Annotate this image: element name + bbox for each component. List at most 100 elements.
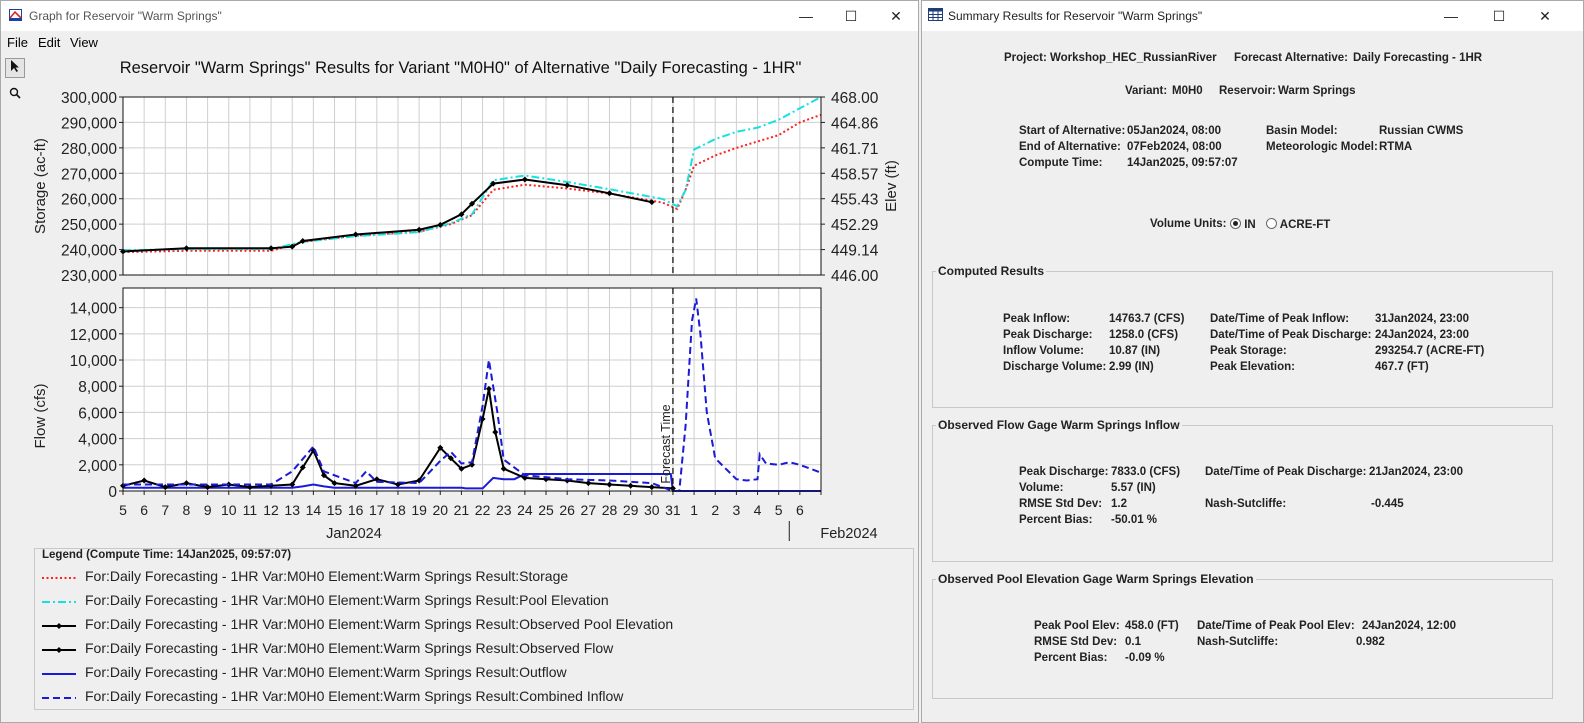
select-pointer-tool[interactable]	[5, 58, 25, 78]
minimize-button[interactable]: —	[799, 8, 813, 24]
series-outflow	[123, 473, 821, 492]
observed-elevation-title: Observed Pool Elevation Gage Warm Spring…	[936, 572, 1256, 586]
x-tick-label: 17	[369, 502, 385, 518]
x-tick-label: 30	[644, 502, 660, 518]
point-observed-flow	[627, 482, 634, 489]
x-tick-label: 24	[517, 502, 533, 518]
point-observed-flow	[246, 484, 253, 491]
flow-tick-label: 0	[108, 484, 117, 501]
menu-edit[interactable]: Edit	[38, 35, 61, 50]
x-tick-label: 8	[183, 502, 191, 518]
radio-acre-ft-indicator[interactable]	[1266, 218, 1277, 229]
radio-in[interactable]: IN	[1230, 218, 1256, 231]
x-tick-label: 31	[665, 502, 681, 518]
flow-axis-label: Flow (cfs)	[32, 384, 49, 449]
zoom-tool[interactable]	[5, 85, 25, 105]
x-tick-label: 26	[559, 502, 575, 518]
summary-close-button[interactable]: ✕	[1539, 8, 1551, 24]
flow-series	[120, 298, 822, 492]
x-group-label-feb: Feb2024	[820, 526, 877, 542]
storage-tick-label: 290,000	[61, 115, 117, 132]
peak-inflow-value: 14763.7 (CFS)	[1109, 313, 1185, 325]
x-tick-label: 7	[161, 502, 169, 518]
x-tick-label: 1	[690, 502, 698, 518]
obs-peak-discharge-value: 7833.0 (CFS)	[1111, 466, 1181, 478]
flow-tick-label: 6,000	[78, 405, 117, 422]
computed-results-title: Computed Results	[936, 264, 1047, 278]
reservoir-charts[interactable]: 5 6 7 8 9 10 11 12 13 14 15 16 17 18 19 20 21 22 23 24 25 26 2…	[1, 1, 920, 546]
magnifier-icon	[9, 87, 21, 99]
x-tick-label: 18	[390, 502, 406, 518]
point-observed-pool-elevation	[437, 221, 444, 228]
menu-bar: File Edit View	[1, 32, 918, 52]
x-tick-label: 15	[327, 502, 343, 518]
legend-swatch-observed-pool-elevation	[42, 623, 76, 629]
obs-flow-dt-value: 21Jan2024, 23:00	[1369, 466, 1463, 478]
point-observed-flow	[141, 477, 148, 484]
inflow-volume-value: 10.87 (IN)	[1109, 345, 1161, 357]
basin-label: Basin Model:	[1266, 125, 1338, 137]
radio-acre-ft[interactable]: ACRE-FT	[1266, 218, 1330, 231]
graph-window-titlebar[interactable]: Graph for Reservoir "Warm Springs" — ☐ ✕	[1, 1, 918, 31]
legend-swatch-observed-flow	[42, 647, 76, 653]
met-value: RTMA	[1379, 141, 1413, 153]
storage-series	[120, 96, 822, 255]
point-observed-flow	[299, 464, 306, 471]
pointer-arrow-icon	[11, 60, 19, 72]
point-observed-flow	[447, 455, 454, 462]
menu-view[interactable]: View	[70, 35, 98, 50]
obs-flow-rmse-label: RMSE Std Dev:	[1019, 498, 1103, 510]
menu-file[interactable]: File	[7, 35, 28, 50]
obs-flow-nash-value: -0.445	[1371, 498, 1404, 510]
forecast-alt-label: Forecast Alternative:	[1234, 52, 1348, 64]
legend-swatch-outflow	[42, 673, 76, 675]
summary-minimize-button[interactable]: —	[1444, 8, 1458, 24]
inflow-volume-label: Inflow Volume:	[1003, 345, 1084, 357]
point-observed-pool-elevation	[490, 180, 497, 187]
point-observed-flow	[458, 465, 465, 472]
elev-tick-label: 464.86	[831, 115, 878, 132]
peak-storage-value: 293254.7 (ACRE-FT)	[1375, 345, 1485, 357]
elev-tick-label: 449.14	[831, 243, 879, 260]
obs-elev-nash-value: 0.982	[1356, 636, 1385, 648]
obs-volume-value: 5.57 (IN)	[1111, 482, 1156, 494]
point-observed-flow	[437, 444, 444, 451]
project-value: Workshop_HEC_RussianRiver	[1050, 52, 1217, 64]
elev-tick-label: 461.71	[831, 141, 878, 158]
end-value: 07Feb2024, 08:00	[1127, 141, 1222, 153]
radio-in-indicator[interactable]	[1230, 218, 1241, 229]
point-observed-flow	[492, 429, 499, 436]
point-observed-pool-elevation	[289, 243, 296, 250]
summary-window: Summary Results for Reservoir "Warm Spri…	[921, 0, 1584, 723]
summary-window-title: Summary Results for Reservoir "Warm Spri…	[948, 9, 1203, 23]
start-label: Start of Alternative:	[1019, 125, 1126, 137]
summary-window-titlebar[interactable]: Summary Results for Reservoir "Warm Spri…	[922, 1, 1583, 31]
storage-tick-label: 270,000	[61, 166, 117, 183]
obs-flow-bias-value: -50.01 %	[1111, 514, 1158, 526]
point-observed-pool-elevation	[268, 245, 275, 252]
obs-peak-elev-value: 458.0 (FT)	[1125, 620, 1179, 632]
obs-elev-dt-label: Date/Time of Peak Pool Elev:	[1197, 620, 1355, 632]
x-tick-label: 25	[538, 502, 554, 518]
obs-flow-bias-label: Percent Bias:	[1019, 514, 1093, 526]
peak-storage-label: Peak Storage:	[1210, 345, 1287, 357]
point-observed-flow	[648, 484, 655, 491]
flow-plot-frame	[122, 287, 822, 492]
x-tick-label: 28	[602, 502, 618, 518]
legend-panel: Legend (Compute Time: 14Jan2025, 09:57:0…	[34, 548, 914, 710]
storage-tick-label: 230,000	[61, 268, 117, 285]
volume-units-label: Volume Units:	[1150, 218, 1227, 230]
obs-peak-elev-label: Peak Pool Elev:	[1034, 620, 1120, 632]
point-observed-pool-elevation	[352, 231, 359, 238]
summary-maximize-button[interactable]: ☐	[1492, 8, 1506, 24]
observed-flow-title: Observed Flow Gage Warm Springs Inflow	[936, 418, 1182, 432]
close-button[interactable]: ✕	[890, 8, 902, 24]
dt-peak-discharge-value: 24Jan2024, 23:00	[1375, 329, 1469, 341]
obs-flow-nash-label: Nash-Sutcliffe:	[1205, 498, 1287, 510]
peak-discharge-label: Peak Discharge:	[1003, 329, 1093, 341]
peak-elevation-label: Peak Elevation:	[1210, 361, 1296, 373]
point-observed-pool-elevation	[469, 200, 475, 207]
point-observed-flow	[331, 480, 338, 487]
dt-peak-inflow-value: 31Jan2024, 23:00	[1375, 313, 1469, 325]
maximize-button[interactable]: ☐	[844, 8, 858, 24]
